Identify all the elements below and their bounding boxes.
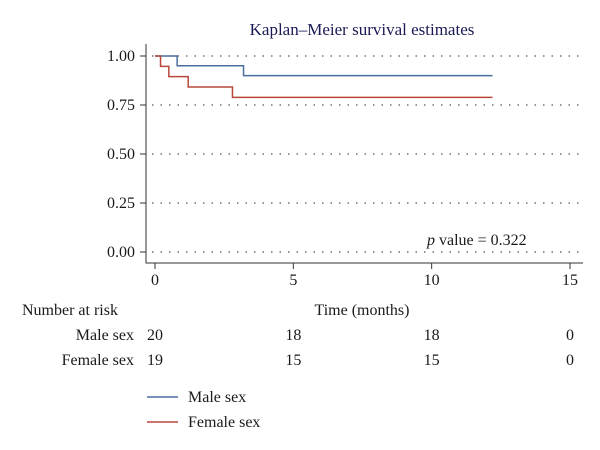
x-tick-label: 15 — [562, 272, 578, 289]
p-value-text: value = 0.322 — [435, 232, 527, 249]
p-value-annotation: p value = 0.322 — [426, 232, 527, 249]
plot-axes — [145, 44, 583, 264]
y-axis: 0.00 0.25 0.50 0.75 1.00 — [107, 48, 146, 261]
legend: Male sex Female sex — [147, 389, 260, 431]
legend-label-male-sex: Male sex — [188, 389, 246, 406]
risk-count: 15 — [424, 352, 440, 369]
y-tick-label: 0.75 — [107, 97, 135, 114]
x-axis: 0 5 10 15 — [151, 263, 578, 289]
risk-count: 0 — [566, 352, 574, 369]
p-value-p: p — [426, 232, 435, 249]
series-line-female-sex — [155, 55, 493, 99]
risk-count: 18 — [285, 327, 301, 344]
gridlines — [152, 55, 583, 253]
legend-label-female-sex: Female sex — [188, 414, 260, 431]
risk-count: 19 — [147, 352, 163, 369]
y-tick-label: 1.00 — [107, 48, 135, 65]
x-axis-label: Time (months) — [315, 302, 410, 319]
y-tick-label: 0.50 — [107, 146, 135, 163]
risk-table-header: Number at risk — [22, 302, 118, 319]
survival-curves — [155, 55, 493, 99]
risk-table: Male sex 20 18 18 0 Female sex 19 15 15 0 — [62, 327, 574, 369]
x-tick-label: 0 — [151, 272, 159, 289]
risk-count: 0 — [566, 327, 574, 344]
risk-count: 18 — [424, 327, 440, 344]
y-tick-label: 0.00 — [107, 244, 135, 261]
risk-count: 20 — [147, 327, 163, 344]
risk-count: 15 — [285, 352, 301, 369]
chart-title: Kaplan–Meier survival estimates — [250, 20, 475, 39]
series-line-male-sex — [155, 55, 493, 77]
risk-row-label-female-sex: Female sex — [62, 352, 134, 369]
x-tick-label: 5 — [289, 272, 297, 289]
y-tick-label: 0.25 — [107, 195, 135, 212]
risk-row-label-male-sex: Male sex — [76, 327, 134, 344]
x-tick-label: 10 — [424, 272, 440, 289]
